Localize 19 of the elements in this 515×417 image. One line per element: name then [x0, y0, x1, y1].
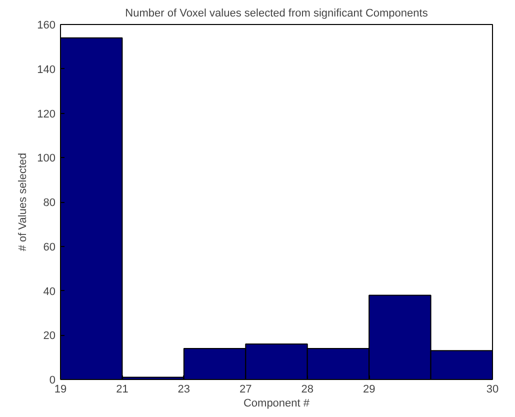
y-tick-label: 80: [43, 197, 56, 209]
x-tick-label: 21: [116, 384, 128, 396]
x-tick-label: 19: [54, 384, 67, 396]
y-tick-label: 120: [37, 108, 56, 120]
x-tick-label: 28: [301, 384, 314, 396]
x-tick-label: 29: [362, 384, 376, 396]
chart-title: Number of Voxel values selected from significant Components: [125, 8, 428, 20]
y-tick-label: 20: [43, 330, 56, 342]
x-tick-label: 30: [486, 384, 499, 396]
x-axis-title: Component #: [243, 398, 310, 410]
y-axis-title: # of Values selected: [17, 152, 30, 252]
y-tick-label: 160: [37, 20, 56, 32]
y-tick-label: 0: [49, 374, 56, 386]
y-tick-label: 100: [37, 152, 56, 165]
y-tick-label: 60: [43, 241, 56, 254]
x-tick-label: 27: [240, 384, 252, 396]
x-tick-label: 23: [178, 384, 190, 396]
y-tick-label: 140: [37, 64, 56, 76]
y-tick-label: 40: [43, 286, 56, 298]
